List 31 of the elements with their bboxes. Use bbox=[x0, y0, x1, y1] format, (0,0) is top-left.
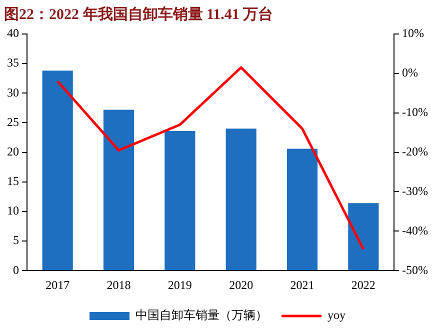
y2-tick-label: -40% bbox=[402, 223, 428, 238]
bar bbox=[226, 128, 256, 270]
y2-tick-label: 0% bbox=[402, 66, 418, 80]
y-tick-label: 20 bbox=[7, 144, 19, 158]
y-tick-label: 35 bbox=[7, 56, 19, 70]
y-tick-label: 25 bbox=[7, 114, 19, 129]
legend-label: yoy bbox=[328, 308, 346, 322]
y-tick-label: 30 bbox=[7, 85, 19, 100]
x-tick-label: 2022 bbox=[351, 278, 376, 292]
legend-label: 中国自卸车销量（万辆） bbox=[136, 308, 268, 322]
y2-tick-label: 10% bbox=[402, 26, 424, 40]
y-tick-label: 40 bbox=[7, 26, 19, 40]
x-tick-label: 2019 bbox=[168, 278, 192, 292]
x-tick-label: 2018 bbox=[106, 278, 131, 292]
y-tick-label: 5 bbox=[13, 233, 19, 248]
x-tick-label: 2017 bbox=[46, 278, 70, 292]
bar bbox=[42, 70, 73, 270]
y2-tick-label: -10% bbox=[402, 105, 428, 120]
y2-tick-label: -20% bbox=[402, 144, 428, 158]
bar bbox=[164, 131, 196, 270]
y-tick-label: 0 bbox=[13, 262, 19, 277]
chart-title: 图22：2022 年我国自卸车销量 11.41 万台 bbox=[4, 4, 274, 23]
x-tick-label: 2021 bbox=[290, 278, 314, 292]
y-tick-label: 10 bbox=[7, 204, 19, 218]
bar bbox=[103, 110, 134, 270]
bar bbox=[286, 148, 318, 270]
y2-tick-label: -50% bbox=[402, 262, 428, 277]
y2-tick-label: -30% bbox=[402, 184, 428, 198]
y-tick-label: 15 bbox=[7, 174, 19, 188]
bar bbox=[348, 203, 379, 270]
x-tick-label: 2020 bbox=[229, 278, 254, 292]
